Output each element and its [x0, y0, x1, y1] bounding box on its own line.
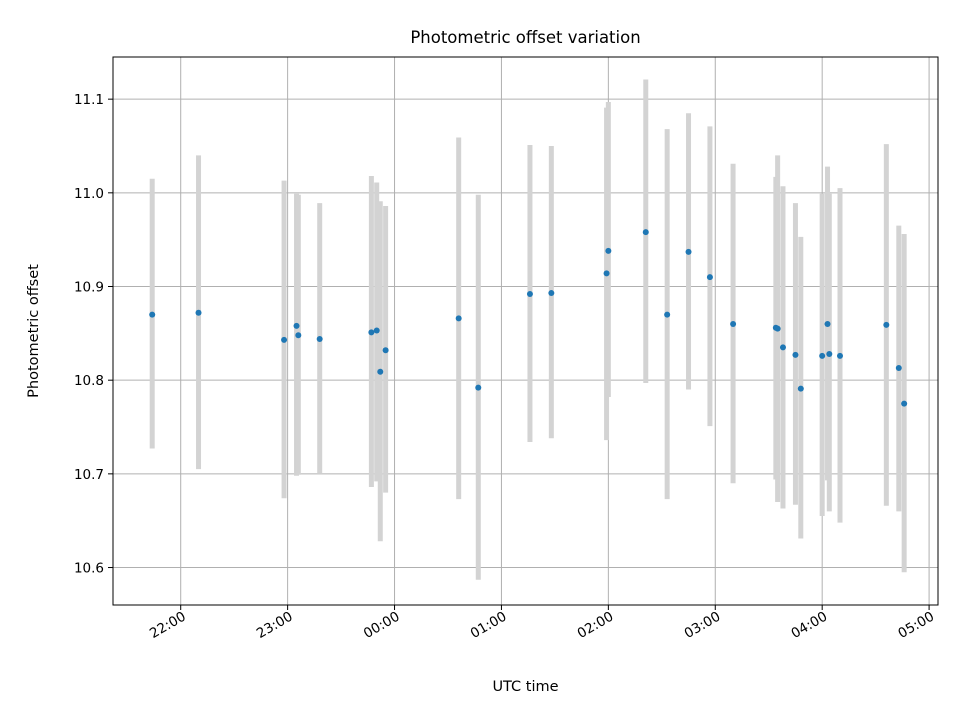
- data-point: [605, 247, 612, 254]
- data-point: [824, 320, 831, 327]
- data-point: [664, 311, 671, 318]
- data-point: [149, 311, 156, 318]
- data-point: [819, 352, 826, 359]
- data-point: [603, 270, 610, 277]
- data-point: [883, 321, 890, 328]
- data-point: [316, 335, 323, 342]
- y-tick-label: 11.1: [74, 92, 104, 108]
- x-axis-title: UTC time: [492, 679, 558, 695]
- y-axis-title: Photometric offset: [26, 264, 42, 398]
- chart-title: Photometric offset variation: [410, 28, 640, 47]
- data-point: [836, 352, 843, 359]
- data-point: [730, 320, 737, 327]
- data-point: [526, 290, 533, 297]
- data-point: [895, 365, 902, 372]
- data-point: [826, 350, 833, 357]
- y-tick-label: 10.8: [74, 373, 104, 389]
- data-point: [706, 274, 713, 281]
- data-point: [368, 329, 375, 336]
- data-point: [685, 248, 692, 255]
- data-point: [455, 315, 462, 322]
- data-point: [779, 344, 786, 351]
- data-point: [281, 336, 288, 343]
- data-point: [548, 290, 555, 297]
- data-point: [195, 309, 202, 316]
- data-point: [797, 385, 804, 392]
- data-point: [475, 384, 482, 391]
- y-tick-label: 10.6: [74, 561, 104, 577]
- data-point: [642, 229, 649, 236]
- y-tick-label: 11.0: [74, 186, 104, 202]
- y-tick-label: 10.9: [74, 280, 104, 296]
- point-layer: [149, 229, 908, 407]
- y-tick-label: 10.7: [74, 467, 104, 483]
- data-point: [774, 325, 781, 332]
- data-point: [373, 327, 380, 334]
- data-point: [792, 351, 799, 358]
- data-point: [901, 400, 908, 407]
- data-point: [295, 332, 302, 339]
- data-point: [377, 368, 384, 375]
- data-point: [293, 322, 300, 329]
- plot-frame: [112, 56, 939, 606]
- data-point: [382, 347, 389, 354]
